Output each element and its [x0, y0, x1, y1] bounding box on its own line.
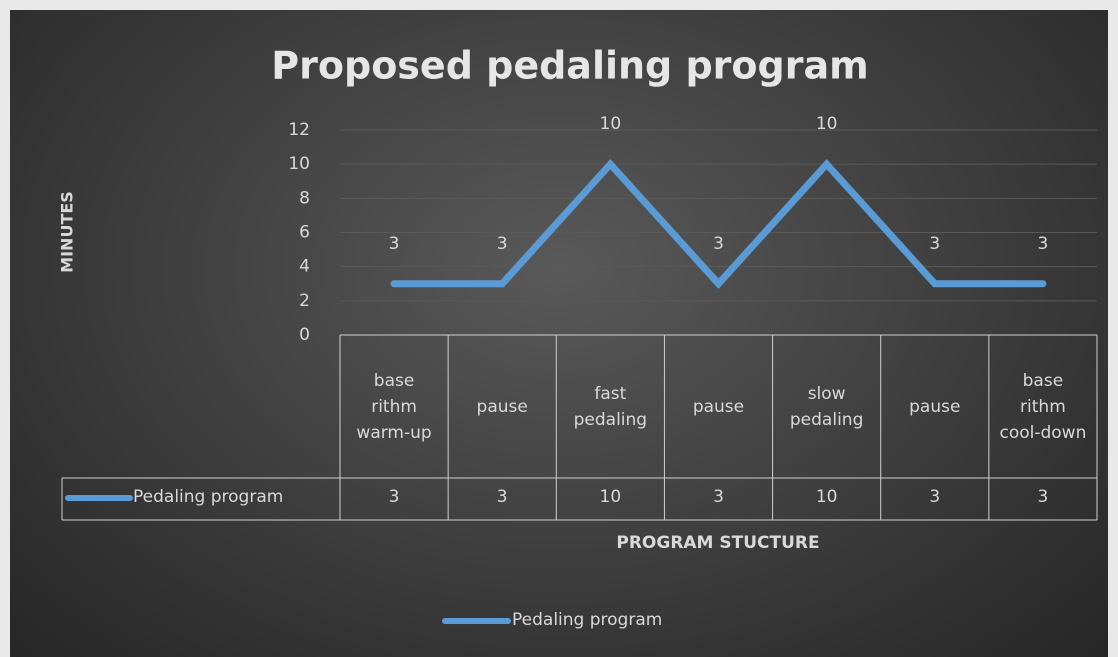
table-value: 3 — [497, 487, 508, 507]
category-label: base rithm warm-up — [356, 370, 432, 443]
table-value: 3 — [1038, 487, 1049, 507]
line — [390, 158, 1047, 289]
table-value: 3 — [929, 487, 940, 507]
y-tick-label: 0 — [299, 325, 310, 345]
legend-label: Pedaling program — [512, 610, 662, 630]
y-tick-label: 4 — [299, 257, 310, 277]
chart-title: Proposed pedaling program — [271, 44, 868, 88]
table-series-name: Pedaling program — [133, 487, 283, 507]
y-tick-label: 8 — [299, 188, 310, 208]
data-label: 3 — [929, 234, 940, 254]
data-label: 3 — [389, 234, 400, 254]
table-value: 3 — [389, 487, 400, 507]
y-tick-label: 2 — [299, 291, 310, 311]
x-axis-title: PROGRAM STUCTURE — [616, 533, 819, 553]
y-axis-title: MINUTES — [58, 191, 77, 273]
category-label: pause — [476, 396, 528, 417]
category-label: pause — [692, 396, 745, 417]
category-label: pause — [909, 396, 961, 417]
data-label: 3 — [497, 234, 508, 254]
data-label: 3 — [713, 234, 724, 254]
category-label: slow pedaling — [789, 383, 864, 430]
y-tick-label: 10 — [288, 154, 310, 174]
table-value: 10 — [600, 487, 622, 507]
y-tick-label: 6 — [299, 223, 310, 243]
category-label: base rithm cool-down — [999, 370, 1087, 443]
data-label: 3 — [1038, 234, 1049, 254]
data-label: 10 — [816, 114, 838, 134]
category-label: fast pedaling — [573, 383, 648, 430]
chart-background — [10, 10, 1108, 657]
y-tick-label: 12 — [288, 120, 310, 140]
table-value: 3 — [713, 487, 724, 507]
table-value: 10 — [816, 487, 838, 507]
data-label: 10 — [600, 114, 622, 134]
